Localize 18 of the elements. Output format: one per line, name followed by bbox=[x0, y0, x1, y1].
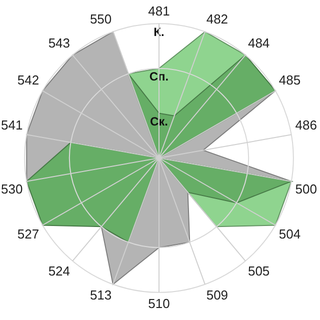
spoke-label: 543 bbox=[48, 36, 70, 51]
spoke-label: 505 bbox=[248, 263, 270, 278]
spoke-label: 530 bbox=[0, 181, 23, 196]
spoke-label: 513 bbox=[90, 287, 112, 302]
spoke-label: 500 bbox=[295, 181, 318, 196]
spoke-label: 504 bbox=[278, 226, 301, 242]
spoke-label: 482 bbox=[206, 12, 228, 27]
spoke-label: 550 bbox=[90, 12, 112, 27]
spoke-label: 485 bbox=[278, 72, 301, 88]
spoke-label: 542 bbox=[17, 72, 40, 88]
spoke-label: 527 bbox=[17, 226, 40, 242]
spoke-label: 509 bbox=[206, 287, 228, 302]
spoke-label: 484 bbox=[248, 36, 270, 51]
spoke-label: 481 bbox=[148, 3, 170, 18]
spoke-label: 541 bbox=[0, 118, 23, 133]
spoke-label: 486 bbox=[295, 118, 318, 133]
spoke-label: 524 bbox=[48, 263, 70, 278]
spoke-label: 510 bbox=[148, 296, 170, 311]
